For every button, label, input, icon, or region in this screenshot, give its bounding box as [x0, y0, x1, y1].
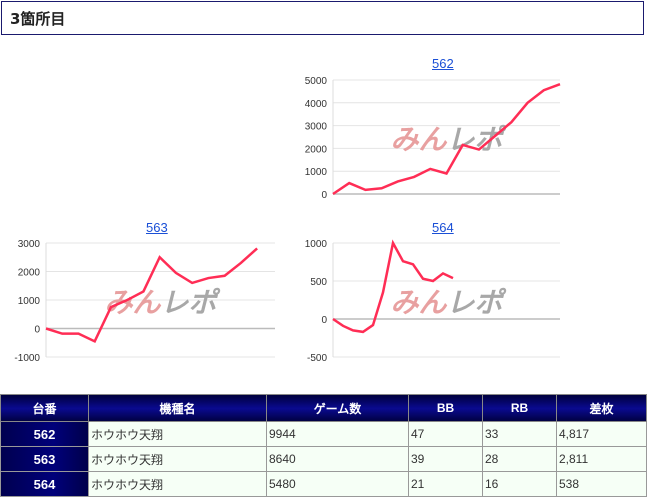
y-tick-label: 2000 — [18, 268, 41, 279]
rb: 16 — [482, 471, 557, 497]
machine-no: 563 — [0, 446, 89, 472]
y-tick-label: 1000 — [305, 167, 328, 178]
y-tick-label: 1000 — [18, 296, 41, 307]
y-tick-label: 500 — [310, 277, 327, 288]
header-diff: 差枚 — [556, 394, 647, 422]
y-tick-label: 0 — [321, 315, 327, 326]
y-tick-label: 0 — [321, 190, 327, 201]
watermark-logo: みんレポ — [390, 286, 506, 319]
series-line — [45, 247, 258, 343]
y-tick-label: -1000 — [14, 353, 40, 364]
model-name: ホウホウ天翔 — [88, 421, 267, 447]
model-name: ホウホウ天翔 — [88, 446, 267, 472]
table-row: 564 ホウホウ天翔 5480 21 16 538 — [0, 471, 647, 497]
games: 9944 — [266, 421, 409, 447]
header-bb: BB — [408, 394, 483, 422]
diff: 4,817 — [556, 421, 647, 447]
rb: 33 — [482, 421, 557, 447]
header-model: 機種名 — [88, 394, 267, 422]
bb: 39 — [408, 446, 483, 472]
bb: 21 — [408, 471, 483, 497]
table-row: 562 ホウホウ天翔 9944 47 33 4,817 — [0, 421, 647, 447]
diff: 2,811 — [556, 446, 647, 472]
y-tick-label: -500 — [307, 353, 327, 364]
y-tick-label: 5000 — [305, 76, 328, 87]
series-line — [332, 83, 561, 196]
header-games: ゲーム数 — [266, 394, 409, 422]
model-name: ホウホウ天翔 — [88, 471, 267, 497]
machine-no: 562 — [0, 421, 89, 447]
rb: 28 — [482, 446, 557, 472]
watermark-logo: みんレポ — [104, 286, 220, 319]
chart-title-link[interactable]: 564 — [432, 220, 454, 235]
table-header-row: 台番 機種名 ゲーム数 BB RB 差枚 — [0, 394, 647, 422]
machine-table: 台番 機種名 ゲーム数 BB RB 差枚 562 ホウホウ天翔 9944 47 … — [0, 394, 647, 497]
games: 5480 — [266, 471, 409, 497]
watermark-logo: みんレポ — [390, 123, 506, 156]
y-tick-label: 3000 — [18, 239, 41, 250]
series-line — [332, 239, 454, 334]
games: 8640 — [266, 446, 409, 472]
header-rb: RB — [482, 394, 557, 422]
bb: 47 — [408, 421, 483, 447]
y-tick-label: 1000 — [305, 239, 328, 250]
diff: 538 — [556, 471, 647, 497]
chart-title-link[interactable]: 563 — [146, 220, 168, 235]
machine-no: 564 — [0, 471, 89, 497]
header-machine-no: 台番 — [0, 394, 89, 422]
y-tick-label: 3000 — [305, 122, 328, 133]
chart-title-link[interactable]: 562 — [432, 56, 454, 71]
section-title: 3箇所目 — [1, 1, 644, 35]
y-tick-label: 0 — [34, 325, 40, 336]
table-row: 563 ホウホウ天翔 8640 39 28 2,811 — [0, 446, 647, 472]
y-tick-label: 4000 — [305, 99, 328, 110]
y-tick-label: 2000 — [305, 144, 328, 155]
